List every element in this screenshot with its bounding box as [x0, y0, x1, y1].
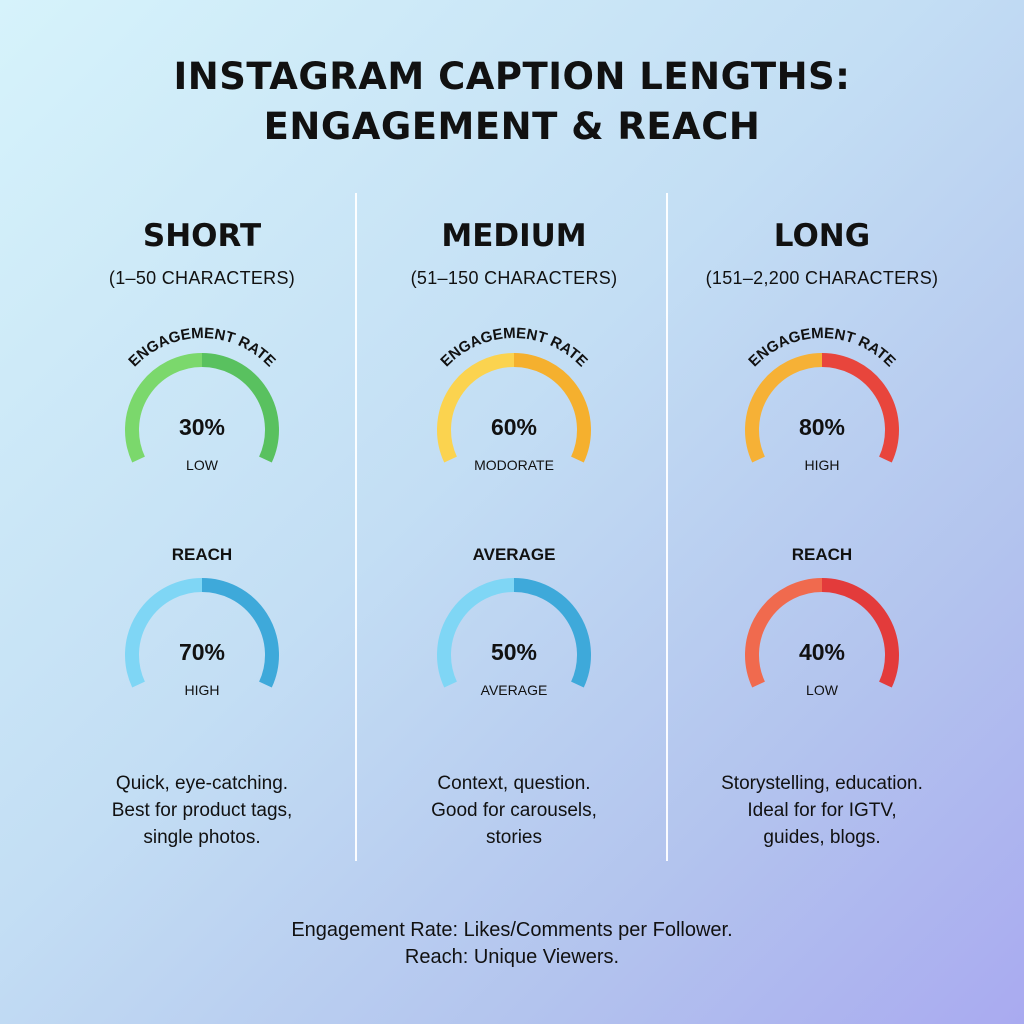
gauge-svg — [745, 578, 899, 688]
gauge-arc — [745, 353, 899, 463]
footer-line-2: Reach: Unique Viewers. — [404, 946, 620, 968]
column-short: SHORT (1–50 CHARACTERS) ENGAGEMENT RATE 3… — [32, 0, 372, 1024]
column-title: LONG — [773, 218, 871, 254]
gauge-value: 50% — [490, 639, 538, 665]
gauge-arc — [125, 578, 279, 688]
engagement-gauge: ENGAGEMENT RATE 30% LOW — [102, 320, 302, 520]
gauge-heading: REACH — [171, 545, 233, 564]
reach-gauge: AVERAGE 50% AVERAGE — [414, 545, 614, 745]
desc-line: single photos. — [143, 827, 261, 848]
gauge-value: 60% — [490, 414, 538, 440]
engagement-gauge: ENGAGEMENT RATE 80% HIGH — [722, 320, 922, 520]
desc-line: guides, blogs. — [763, 827, 881, 848]
column-range: (151–2,200 CHARACTERS) — [705, 268, 939, 288]
gauge-arc — [125, 353, 279, 463]
column-description: Storystelling, education. Ideal for for … — [652, 770, 992, 851]
gauge-value: 70% — [178, 639, 226, 665]
gauge-level: MODORATE — [474, 457, 554, 473]
gauge-arc — [437, 353, 591, 463]
column-description: Context, question. Good for carousels, s… — [344, 770, 684, 851]
reach-gauge: REACH 70% HIGH — [102, 545, 302, 745]
gauge-value: 80% — [798, 414, 846, 440]
gauge-level: LOW — [186, 457, 218, 473]
column-long: LONG (151–2,200 CHARACTERS) ENGAGEMENT R… — [652, 0, 992, 1024]
column-range: (1–50 CHARACTERS) — [108, 268, 296, 288]
gauge-heading: AVERAGE — [472, 545, 556, 564]
gauge-level: HIGH — [804, 457, 840, 473]
desc-line: Good for carousels, — [431, 800, 597, 821]
engagement-gauge: ENGAGEMENT RATE 60% MODORATE — [414, 320, 614, 520]
gauge-level: AVERAGE — [480, 682, 548, 698]
column-divider-1 — [355, 193, 357, 861]
gauge-heading: REACH — [791, 545, 853, 564]
desc-line: Ideal for for IGTV, — [747, 800, 897, 821]
gauge-level: HIGH — [184, 682, 220, 698]
gauge-svg — [437, 578, 591, 688]
gauge-arc — [437, 578, 591, 688]
gauge-level: LOW — [806, 682, 838, 698]
gauge-arc — [745, 578, 899, 688]
column-medium: MEDIUM (51–150 CHARACTERS) ENGAGEMENT RA… — [344, 0, 684, 1024]
page-title: INSTAGRAM CAPTION LENGTHS: ENGAGEMENT & … — [0, 52, 1024, 152]
desc-line: Storystelling, education. — [721, 773, 923, 794]
desc-line: Context, question. — [437, 773, 591, 794]
column-description: Quick, eye-catching. Best for product ta… — [32, 770, 372, 851]
desc-line: Best for product tags, — [111, 800, 293, 821]
gauge-svg: ENGAGEMENT RATE — [125, 325, 279, 463]
column-divider-2 — [666, 193, 668, 861]
footer-notes: Engagement Rate: Likes/Comments per Foll… — [0, 917, 1024, 971]
desc-line: Quick, eye-catching. — [115, 773, 289, 794]
column-range: (51–150 CHARACTERS) — [410, 268, 618, 288]
column-title: MEDIUM — [441, 218, 587, 254]
title-line-1: INSTAGRAM CAPTION LENGTHS: — [173, 55, 851, 98]
gauge-svg — [125, 578, 279, 688]
gauge-value: 40% — [798, 639, 846, 665]
title-line-2: ENGAGEMENT & REACH — [263, 105, 761, 148]
gauge-svg: ENGAGEMENT RATE — [745, 325, 899, 463]
footer-line-1: Engagement Rate: Likes/Comments per Foll… — [291, 919, 733, 941]
gauge-value: 30% — [178, 414, 226, 440]
desc-line: stories — [486, 827, 542, 848]
reach-gauge: REACH 40% LOW — [722, 545, 922, 745]
column-title: SHORT — [142, 218, 262, 254]
gauge-svg: ENGAGEMENT RATE — [437, 325, 591, 463]
